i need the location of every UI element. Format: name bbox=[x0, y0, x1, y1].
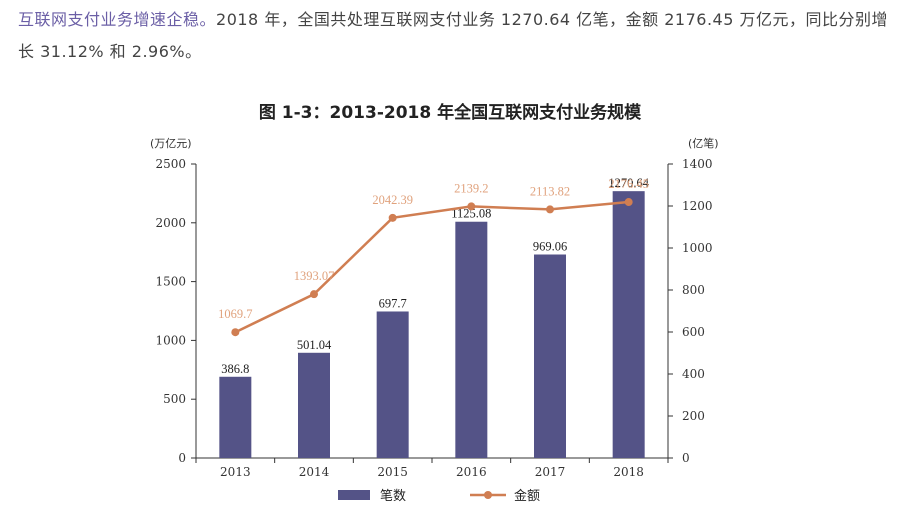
line-data-label: 2176.45 bbox=[608, 177, 649, 191]
legend-bar-swatch bbox=[338, 490, 370, 500]
line-point bbox=[546, 205, 554, 214]
left-axis: (万亿元) 0 500 1000 1500 2000 2500 bbox=[150, 137, 197, 465]
line-point bbox=[310, 290, 318, 299]
right-axis-tick-label: 1200 bbox=[682, 199, 713, 213]
bar bbox=[298, 352, 330, 458]
legend-bar-label: 笔数 bbox=[380, 488, 406, 504]
x-axis: 2013 2014 2015 2016 2017 2018 bbox=[195, 457, 669, 479]
line-data-label: 2042.39 bbox=[372, 193, 413, 207]
legend-line-marker bbox=[484, 491, 492, 499]
line-path bbox=[234, 200, 629, 334]
bar bbox=[534, 254, 566, 458]
line-point bbox=[231, 328, 240, 337]
bar-data-label: 501.04 bbox=[297, 338, 332, 352]
left-axis-tick-label: 0 bbox=[178, 451, 186, 465]
right-axis: (亿笔) 0 200 400 600 800 1000 1200 1400 bbox=[667, 136, 719, 465]
legend-line-label: 金额 bbox=[514, 488, 540, 504]
bar-data-label: 386.8 bbox=[221, 362, 249, 376]
bar bbox=[219, 376, 252, 458]
right-axis-tick-label: 0 bbox=[682, 451, 690, 465]
line-data-label: 2113.82 bbox=[530, 184, 570, 198]
x-axis-tick-label: 2015 bbox=[377, 465, 408, 479]
line-data-label: 1393.07 bbox=[294, 269, 335, 283]
bar bbox=[455, 221, 488, 458]
paragraph-highlight: 互联网支付业务增速企稳。 bbox=[18, 10, 217, 29]
line-data-label: 2139.2 bbox=[454, 181, 488, 195]
right-axis-tick-label: 800 bbox=[682, 283, 705, 297]
left-axis-unit: (万亿元) bbox=[150, 137, 192, 150]
intro-paragraph: 互联网支付业务增速企稳。2018 年，全国共处理互联网支付业务 1270.64 … bbox=[18, 4, 888, 68]
bar-data-label: 1270.64 bbox=[608, 176, 649, 190]
legend: 笔数 金额 bbox=[338, 488, 540, 504]
line-series bbox=[231, 198, 633, 337]
left-axis-tick-label: 1500 bbox=[155, 275, 186, 289]
paragraph-text: 2018 年，全国共处理互联网支付业务 1270.64 亿笔，金额 2176.4… bbox=[18, 10, 888, 61]
x-axis-tick-label: 2018 bbox=[613, 465, 644, 479]
bar bbox=[376, 311, 409, 458]
line-data-label: 1069.7 bbox=[218, 307, 252, 321]
line-point bbox=[388, 213, 397, 222]
x-axis-tick-label: 2017 bbox=[535, 465, 566, 479]
left-axis-tick-label: 2000 bbox=[155, 216, 186, 230]
x-axis-tick-label: 2016 bbox=[456, 465, 487, 479]
left-axis-tick-label: 1000 bbox=[155, 333, 186, 347]
line-point bbox=[467, 202, 476, 211]
bar-data-label: 697.7 bbox=[379, 296, 407, 310]
x-axis-tick-label: 2013 bbox=[220, 465, 251, 479]
bar-labels: 386.8 501.04 697.7 1125.08 969.06 1270.64 bbox=[221, 176, 649, 376]
left-axis-tick-label: 2500 bbox=[155, 157, 186, 171]
right-axis-tick-label: 200 bbox=[682, 409, 705, 423]
line-labels: 1069.7 1393.07 2042.39 2139.2 2113.82 2176.45 bbox=[218, 177, 649, 321]
bar-series bbox=[219, 191, 645, 459]
line-point bbox=[624, 198, 633, 207]
right-axis-tick-label: 1400 bbox=[682, 157, 713, 171]
x-axis-tick-label: 2014 bbox=[299, 465, 330, 479]
bar bbox=[612, 191, 645, 459]
figure-title: 图 1-3：2013-2018 年全国互联网支付业务规模 bbox=[258, 103, 642, 123]
right-axis-tick-label: 400 bbox=[682, 367, 705, 381]
right-axis-tick-label: 1000 bbox=[682, 241, 713, 255]
bar-data-label: 1125.08 bbox=[451, 207, 491, 221]
bar-data-label: 969.06 bbox=[533, 239, 567, 253]
right-axis-tick-label: 600 bbox=[682, 325, 705, 339]
left-axis-tick-label: 500 bbox=[163, 392, 186, 406]
right-axis-unit: (亿笔) bbox=[688, 136, 719, 150]
